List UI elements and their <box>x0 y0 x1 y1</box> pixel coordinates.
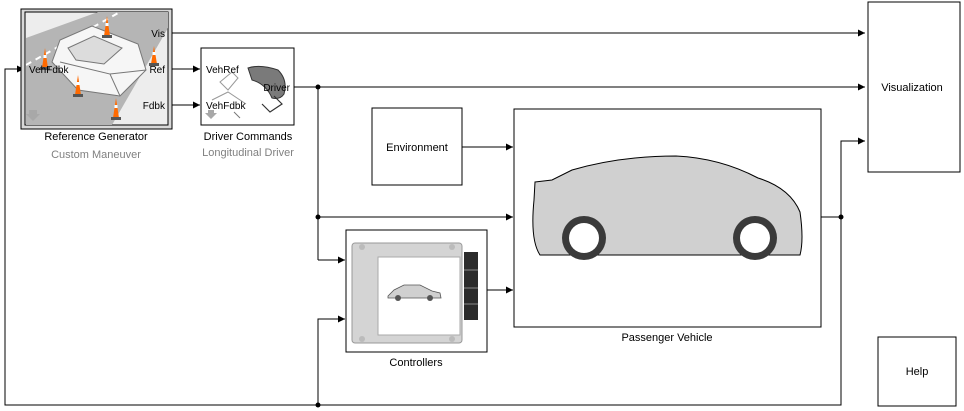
port-label-vehfdbk-driver: VehFdbk <box>206 101 246 112</box>
driver-commands-block[interactable]: VehRef VehFdbk Driver <box>200 47 295 126</box>
signal-lines <box>4 29 865 408</box>
reference-generator-label: Reference Generator <box>44 131 148 143</box>
traffic-cone-icon <box>40 16 159 120</box>
environment-label: Environment <box>386 142 448 154</box>
port-label-fdbk: Fdbk <box>143 101 166 112</box>
down-arrow-icon <box>26 110 40 121</box>
visualization-block[interactable]: Visualization <box>867 1 961 173</box>
signal-feedback[interactable] <box>4 65 842 406</box>
junction-dot <box>315 402 321 408</box>
signal-vehicle-to-vis[interactable] <box>840 137 865 217</box>
driver-commands-label: Driver Commands <box>204 131 293 143</box>
driver-commands-subtitle: Longitudinal Driver <box>202 147 294 159</box>
junction-dot <box>838 214 844 220</box>
driver-image <box>211 65 286 119</box>
help-label: Help <box>906 366 929 378</box>
junction-dot <box>315 214 321 220</box>
port-label-vehref: VehRef <box>206 65 239 76</box>
port-label-driver: Driver <box>263 83 290 94</box>
visualization-label: Visualization <box>881 82 943 94</box>
passenger-vehicle-label: Passenger Vehicle <box>621 332 712 344</box>
car-wireframe-image <box>51 25 147 97</box>
controllers-label: Controllers <box>389 357 443 369</box>
reference-generator-subtitle: Custom Maneuver <box>51 149 141 161</box>
controllers-block[interactable] <box>345 229 488 353</box>
reference-generator-block[interactable]: VehFdbk Vis Ref Fdbk <box>20 8 173 130</box>
port-label-vehfdbk: VehFdbk <box>29 65 69 76</box>
junction-dot <box>315 84 321 90</box>
signal-feedback-to-controllers[interactable] <box>317 315 345 405</box>
passenger-vehicle-block[interactable] <box>513 108 822 328</box>
environment-block[interactable]: Environment <box>371 107 463 186</box>
help-block[interactable]: Help <box>877 336 957 407</box>
port-label-ref: Ref <box>149 65 165 76</box>
ecu-icon <box>351 242 478 344</box>
port-label-vis: Vis <box>151 29 165 40</box>
down-arrow-icon <box>205 110 217 119</box>
sports-car-icon <box>532 155 803 260</box>
